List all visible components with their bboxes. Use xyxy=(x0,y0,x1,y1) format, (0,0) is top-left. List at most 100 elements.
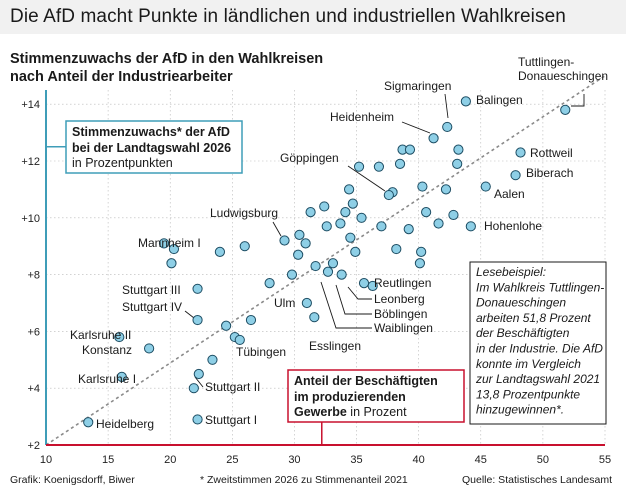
chart-subtitle: Stimmenzuwachs der AfD in den Wahlkreise… xyxy=(10,50,340,86)
point-label: Stuttgart III xyxy=(122,283,181,297)
data-point-labeled xyxy=(301,297,312,309)
data-point xyxy=(414,258,426,269)
x-axis-label-box: Anteil der Beschäftigten im produzierend… xyxy=(287,369,465,423)
y-axis-label-frame xyxy=(65,120,243,174)
x-tick-label: 10 xyxy=(40,454,52,466)
data-point xyxy=(221,320,232,331)
point-label: Ulm xyxy=(274,296,295,310)
data-point-labeled xyxy=(480,181,491,192)
point-label: Biberach xyxy=(526,166,573,180)
data-point xyxy=(264,278,275,289)
data-point-labeled xyxy=(188,383,199,394)
data-point-labeled xyxy=(510,170,521,181)
reading-example-line: hinzugewinnen*. xyxy=(476,403,564,417)
reading-example-line: Lesebeispiel: xyxy=(476,265,546,279)
x-tick-label: 55 xyxy=(599,454,611,466)
x-axis-title-line-2: im produzierenden xyxy=(294,390,406,404)
point-label: Tuttlingen-Donaueschingen xyxy=(518,55,608,83)
point-label: Mannheim I xyxy=(138,236,201,250)
point-label-line: Tuttlingen- xyxy=(518,55,574,69)
data-point-labeled xyxy=(560,104,571,115)
reading-example-line: 13,8 Prozentpunkte xyxy=(476,387,580,401)
data-point-labeled xyxy=(383,189,394,201)
point-label: Göppingen xyxy=(280,151,339,165)
reading-example-frame xyxy=(469,261,607,425)
data-point-labeled xyxy=(116,371,127,382)
data-point xyxy=(356,212,367,223)
x-axis-subtitle: in Prozent xyxy=(347,405,407,419)
point-label: Konstanz xyxy=(82,343,132,357)
header-band xyxy=(0,0,626,34)
leader-line xyxy=(320,281,372,329)
data-point xyxy=(345,232,356,243)
point-label: Balingen xyxy=(476,93,523,107)
leader-line xyxy=(401,121,431,134)
y-axis-title-line-2: bei der Landtagswahl 2026 xyxy=(72,141,231,155)
point-label: Leonberg xyxy=(374,292,425,306)
data-point xyxy=(293,249,304,260)
data-point-labeled xyxy=(234,334,245,346)
data-point xyxy=(166,258,177,269)
leader-line xyxy=(184,310,195,319)
point-labels: Tuttlingen-Donaueschingen Balingen Sigmari… xyxy=(70,55,608,431)
data-point-labeled xyxy=(442,121,453,133)
data-point xyxy=(373,161,385,172)
y-axis-title-line-1: Stimmenzuwachs* der AfD xyxy=(72,125,230,139)
reading-example-line: zur Landtagswahl 2021 xyxy=(475,372,600,386)
data-point xyxy=(448,209,459,221)
point-label: Stuttgart IV xyxy=(122,300,182,314)
data-point xyxy=(239,241,250,252)
data-point xyxy=(394,158,406,169)
footer-credit: Grafik: Koenigsdorff, Biwer xyxy=(10,474,135,486)
data-point-labeled xyxy=(192,414,203,425)
data-point xyxy=(319,201,330,212)
subtitle-line-2: nach Anteil der Industriearbeiter xyxy=(10,69,233,85)
reading-example-line: arbeiten 51,8 Prozent xyxy=(476,311,591,325)
leader-line xyxy=(347,286,372,300)
data-point xyxy=(335,218,346,229)
data-point-labeled xyxy=(322,266,334,277)
point-label: Sigmaringen xyxy=(384,79,451,93)
y-tick-label: +12 xyxy=(21,156,40,168)
point-label: Ludwigsburg xyxy=(210,206,278,220)
data-point-labeled xyxy=(279,235,290,246)
reading-example-line: in der Industrie. Die AfD xyxy=(476,342,603,356)
footer-note: * Zweitstimmen 2026 zu Stimmenanteil 202… xyxy=(200,474,408,486)
data-point xyxy=(207,354,218,365)
y-tick-label: +6 xyxy=(27,326,40,338)
x-tick-label: 15 xyxy=(102,454,114,466)
point-label: Heidelberg xyxy=(96,417,154,431)
point-label: Karlsruhe I xyxy=(78,372,136,386)
data-point xyxy=(350,246,361,257)
leader-line xyxy=(571,94,585,107)
point-label: Karlsruhe II xyxy=(70,328,131,342)
reading-example-line: der Beschäftigten xyxy=(476,326,570,340)
data-point xyxy=(416,246,427,257)
x-tick-label: 40 xyxy=(413,454,425,466)
x-tick-label: 25 xyxy=(226,454,238,466)
data-point xyxy=(305,207,316,218)
leader-line xyxy=(272,221,282,237)
data-point xyxy=(168,243,180,255)
point-label: Heidenheim xyxy=(330,110,394,124)
data-point-labeled xyxy=(114,331,125,343)
data-point-labeled xyxy=(465,221,476,232)
x-axis-title-line-3: Gewerbe in Prozent xyxy=(294,405,407,419)
point-label: Stuttgart I xyxy=(205,413,257,427)
leader-line xyxy=(194,376,204,388)
data-point-labeled xyxy=(158,238,170,249)
data-point-labeled xyxy=(144,343,155,354)
data-point xyxy=(286,269,298,280)
point-label: Aalen xyxy=(494,187,525,201)
data-point-labeled xyxy=(460,96,471,107)
data-point xyxy=(403,224,414,235)
data-point xyxy=(440,184,452,195)
trend-line xyxy=(45,75,606,446)
reading-example-text: Lesebeispiel:Im Wahlkreis Tuttlingen- Don… xyxy=(475,265,604,417)
data-point xyxy=(376,221,387,232)
data-point xyxy=(421,207,432,218)
data-point xyxy=(214,246,226,257)
x-axis-title-line-1: Anteil der Beschäftigten xyxy=(294,374,438,388)
